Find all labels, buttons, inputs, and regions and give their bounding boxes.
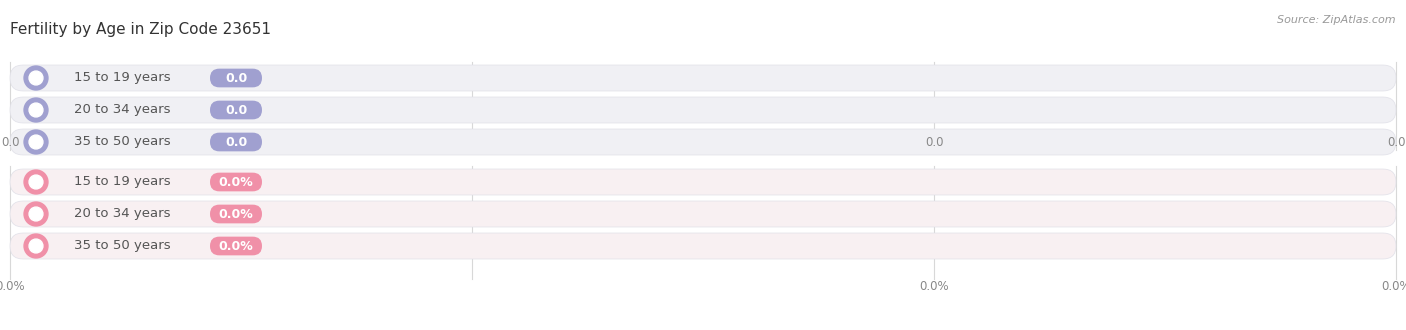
Circle shape xyxy=(30,239,44,253)
Circle shape xyxy=(24,202,48,226)
Text: Fertility by Age in Zip Code 23651: Fertility by Age in Zip Code 23651 xyxy=(10,22,271,37)
Text: 0.0: 0.0 xyxy=(225,104,247,116)
Text: 20 to 34 years: 20 to 34 years xyxy=(75,208,170,220)
FancyBboxPatch shape xyxy=(10,65,1396,91)
FancyBboxPatch shape xyxy=(209,205,262,223)
Text: 0.0%: 0.0% xyxy=(920,280,949,293)
Circle shape xyxy=(24,234,48,258)
Circle shape xyxy=(30,71,44,85)
Text: 0.0%: 0.0% xyxy=(218,176,253,188)
Text: 0.0%: 0.0% xyxy=(0,280,25,293)
Text: 0.0%: 0.0% xyxy=(218,208,253,220)
Text: 0.0: 0.0 xyxy=(1,136,20,148)
Text: 0.0: 0.0 xyxy=(225,72,247,84)
Text: 0.0: 0.0 xyxy=(1386,136,1405,148)
Circle shape xyxy=(24,170,48,194)
FancyBboxPatch shape xyxy=(10,169,1396,195)
FancyBboxPatch shape xyxy=(10,233,1396,259)
Text: 0.0%: 0.0% xyxy=(218,240,253,252)
FancyBboxPatch shape xyxy=(10,201,1396,227)
Circle shape xyxy=(30,175,44,189)
Circle shape xyxy=(30,135,44,149)
Text: 0.0: 0.0 xyxy=(225,136,247,148)
FancyBboxPatch shape xyxy=(209,237,262,255)
Text: 15 to 19 years: 15 to 19 years xyxy=(75,72,170,84)
Text: 0.0%: 0.0% xyxy=(1381,280,1406,293)
Text: 20 to 34 years: 20 to 34 years xyxy=(75,104,170,116)
Text: 35 to 50 years: 35 to 50 years xyxy=(75,240,170,252)
Circle shape xyxy=(30,207,44,221)
FancyBboxPatch shape xyxy=(209,69,262,87)
FancyBboxPatch shape xyxy=(209,173,262,191)
FancyBboxPatch shape xyxy=(209,101,262,119)
Circle shape xyxy=(24,98,48,122)
Text: 15 to 19 years: 15 to 19 years xyxy=(75,176,170,188)
Circle shape xyxy=(24,130,48,154)
FancyBboxPatch shape xyxy=(10,129,1396,155)
Text: 35 to 50 years: 35 to 50 years xyxy=(75,136,170,148)
FancyBboxPatch shape xyxy=(10,97,1396,123)
Text: 0.0: 0.0 xyxy=(925,136,943,148)
FancyBboxPatch shape xyxy=(209,133,262,151)
Circle shape xyxy=(30,103,44,117)
Text: Source: ZipAtlas.com: Source: ZipAtlas.com xyxy=(1278,15,1396,25)
Circle shape xyxy=(24,66,48,90)
